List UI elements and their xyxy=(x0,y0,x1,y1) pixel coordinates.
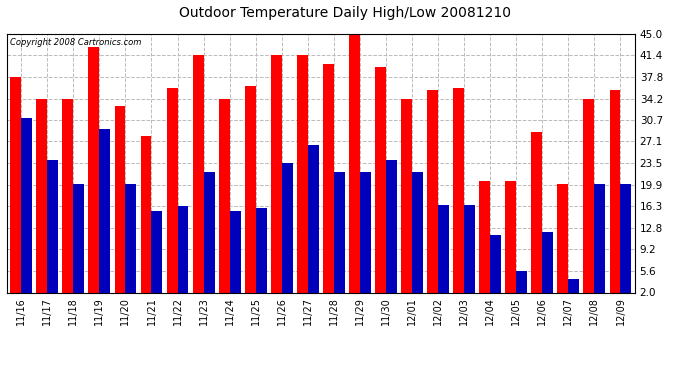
Bar xyxy=(427,90,438,304)
Bar xyxy=(297,56,308,304)
Bar xyxy=(204,172,215,304)
Bar xyxy=(594,184,605,304)
Text: Copyright 2008 Cartronics.com: Copyright 2008 Cartronics.com xyxy=(10,38,141,46)
Bar xyxy=(620,184,631,304)
Bar xyxy=(531,132,542,304)
Bar xyxy=(48,160,58,304)
Bar xyxy=(230,211,241,304)
Bar xyxy=(516,271,527,304)
Bar xyxy=(37,99,48,304)
Bar xyxy=(10,77,21,304)
Bar xyxy=(73,184,84,304)
Bar xyxy=(219,99,230,304)
Bar xyxy=(271,56,282,304)
Bar xyxy=(141,136,152,304)
Bar xyxy=(334,172,345,304)
Bar xyxy=(152,211,162,304)
Bar xyxy=(166,88,177,304)
Bar xyxy=(438,205,449,304)
Bar xyxy=(480,181,490,304)
Bar xyxy=(401,99,412,304)
Bar xyxy=(88,47,99,304)
Bar xyxy=(256,208,266,304)
Bar xyxy=(308,145,319,304)
Bar xyxy=(375,68,386,305)
Bar xyxy=(349,28,360,305)
Bar xyxy=(542,232,553,304)
Bar xyxy=(360,172,371,304)
Bar xyxy=(99,129,110,304)
Bar xyxy=(412,172,423,304)
Bar xyxy=(126,184,137,304)
Bar xyxy=(386,160,397,304)
Bar xyxy=(115,106,126,305)
Bar xyxy=(609,90,620,304)
Bar xyxy=(453,88,464,304)
Bar xyxy=(490,236,501,304)
Bar xyxy=(584,99,594,304)
Bar xyxy=(558,184,569,304)
Bar xyxy=(62,99,73,304)
Bar xyxy=(505,181,516,304)
Bar xyxy=(282,163,293,304)
Bar xyxy=(177,207,188,304)
Text: Outdoor Temperature Daily High/Low 20081210: Outdoor Temperature Daily High/Low 20081… xyxy=(179,6,511,20)
Bar xyxy=(464,205,475,304)
Bar xyxy=(245,86,256,304)
Bar xyxy=(21,118,32,304)
Bar xyxy=(569,279,580,304)
Bar xyxy=(193,56,204,304)
Bar xyxy=(323,64,334,304)
